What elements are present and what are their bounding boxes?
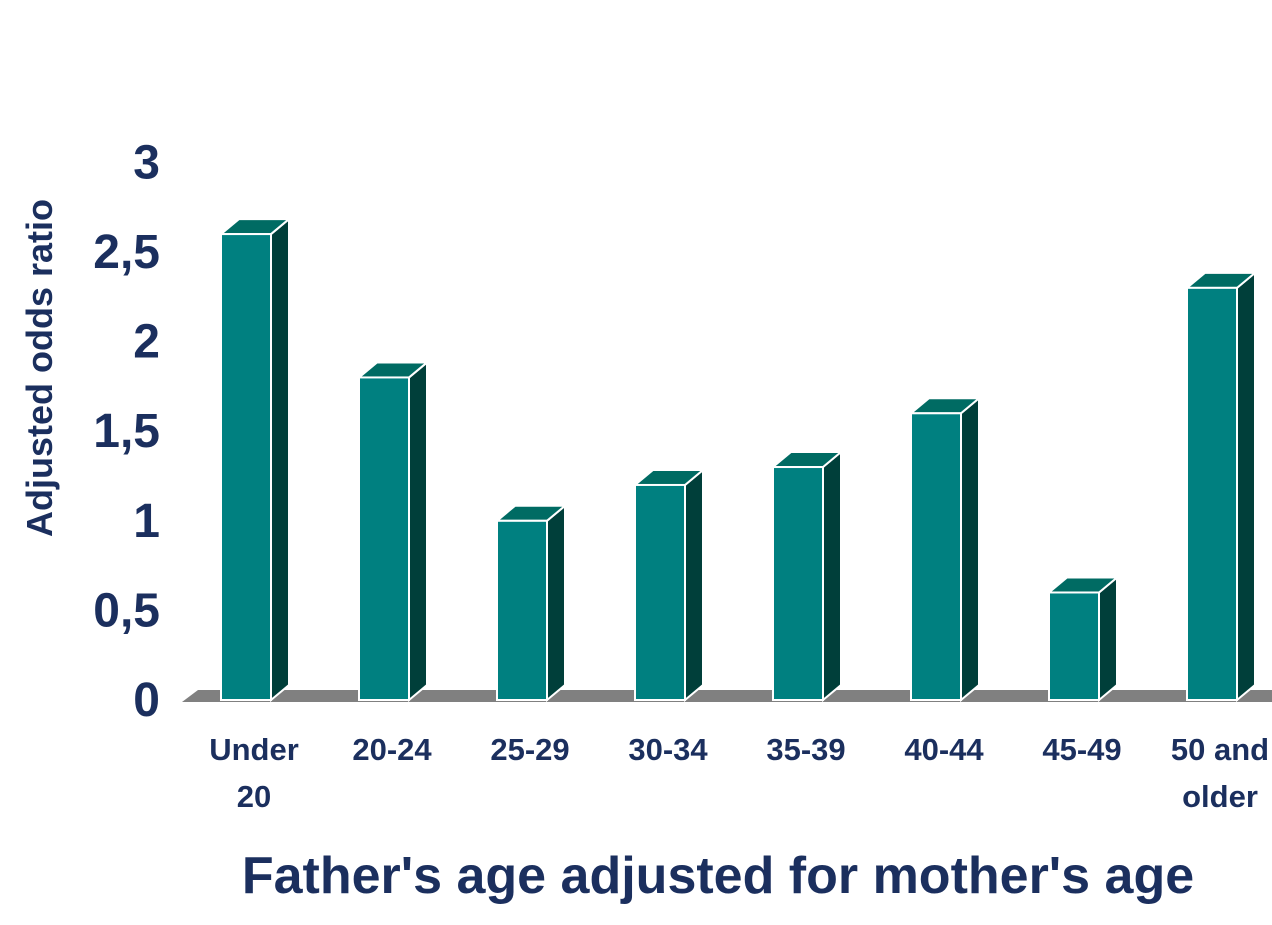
bar — [218, 216, 292, 703]
bar-side — [822, 449, 842, 703]
bar-side — [1098, 575, 1118, 703]
bar-front — [772, 466, 824, 702]
bar-side — [546, 503, 566, 703]
x-axis-title: Father's age adjusted for mother's age — [242, 847, 1194, 905]
bar-front — [634, 483, 686, 701]
y-tick-label: 1 — [133, 495, 160, 548]
x-tick-label: 50 and older — [1171, 732, 1269, 814]
bar-front — [1186, 286, 1238, 701]
y-tick-label: 0,5 — [93, 584, 160, 637]
bar — [1046, 575, 1120, 703]
bar-side — [684, 467, 704, 703]
x-tick-label: Under 20 — [209, 732, 299, 814]
bar — [1184, 270, 1258, 703]
y-tick-label: 1,5 — [93, 405, 160, 458]
bar-front — [358, 376, 410, 701]
x-tick-label: 45-49 — [1042, 732, 1121, 767]
y-tick-label: 0 — [133, 674, 160, 727]
bar-front — [910, 412, 962, 701]
bar-front — [496, 519, 548, 701]
y-tick-label: 3 — [133, 136, 160, 189]
x-tick-label: 40-44 — [904, 732, 984, 767]
bar — [632, 467, 706, 703]
y-tick-label: 2 — [133, 316, 160, 369]
bar-front — [220, 233, 272, 702]
bar — [908, 396, 982, 703]
bar-front — [1048, 591, 1100, 701]
x-tick-label: 35-39 — [766, 732, 845, 767]
x-tick-label: 20-24 — [352, 732, 432, 767]
bar — [770, 449, 844, 703]
y-axis-title: Adjusted odds ratio — [19, 199, 60, 537]
y-tick-label: 2,5 — [93, 226, 160, 279]
x-tick-label: 25-29 — [490, 732, 569, 767]
bar-side — [960, 396, 980, 703]
x-tick-label: 30-34 — [628, 732, 708, 767]
bar-side — [408, 360, 428, 703]
bar-side — [1236, 270, 1256, 703]
chart-floor — [182, 690, 1272, 702]
bar-side — [270, 216, 290, 703]
bar — [494, 503, 568, 703]
bar — [356, 360, 430, 703]
